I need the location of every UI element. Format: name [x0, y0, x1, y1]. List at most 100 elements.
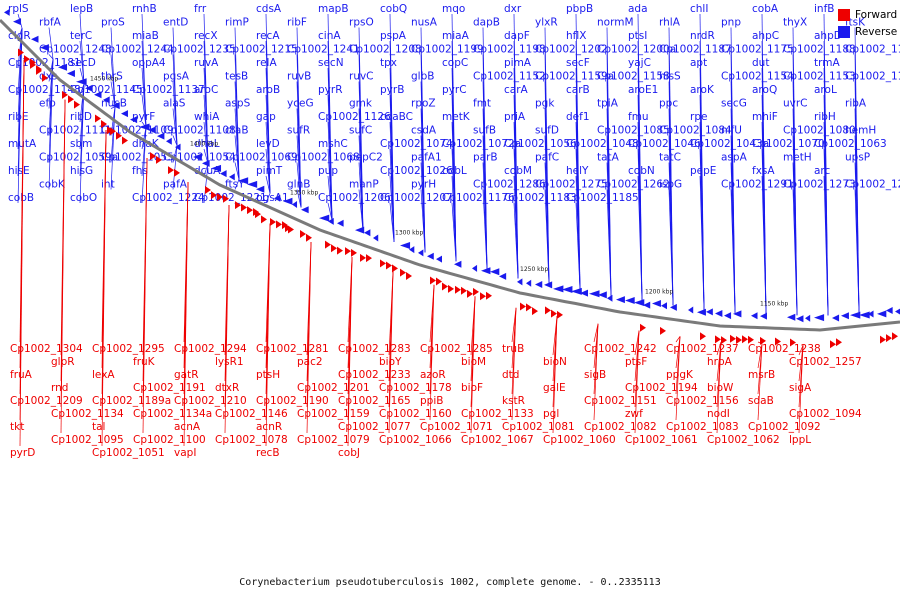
- gene-label: hisG: [70, 165, 93, 177]
- gene-label: vapI: [174, 447, 196, 459]
- gene-label: Cp1002_1146: [215, 408, 288, 420]
- label-leader-line: [513, 202, 519, 279]
- forward-feature-arrow: [223, 194, 229, 203]
- forward-feature-arrow: [380, 259, 386, 268]
- forward-feature-arrow: [736, 336, 742, 345]
- gene-label: lexA: [92, 369, 115, 381]
- reverse-feature-arrow: [877, 310, 887, 318]
- forward-feature-arrow: [116, 131, 122, 140]
- gene-label: Cp1002_1176: [442, 192, 515, 204]
- label-leader-line: [470, 296, 476, 434]
- gene-label: gmk: [349, 98, 373, 110]
- reverse-feature-arrow: [301, 206, 309, 214]
- scale-tick-label: 1400 kbp: [190, 140, 218, 147]
- reverse-feature-arrow: [895, 308, 900, 315]
- gene-label: tesB: [225, 71, 248, 83]
- reverse-feature-arrow: [859, 311, 870, 319]
- label-leader-line: [668, 189, 674, 306]
- label-leader-line: [327, 202, 333, 221]
- gene-label: Cp1002_1111: [39, 125, 112, 137]
- gene-label: Cp1002_1209: [10, 395, 83, 407]
- label-leader-line: [716, 341, 722, 356]
- forward-feature-arrow: [211, 191, 217, 200]
- label-leader-line: [19, 59, 25, 447]
- label-leader-line: [234, 179, 240, 190]
- gene-label: Cp1002_1108: [163, 125, 236, 137]
- forward-feature-arrow: [36, 66, 42, 75]
- gene-label: pepE: [690, 165, 716, 177]
- reverse-feature-arrow: [31, 35, 39, 43]
- gene-label: pup: [318, 165, 338, 177]
- reverse-feature-arrow: [652, 300, 661, 308]
- gene-label: entD: [163, 17, 188, 29]
- gene-label: Cp1002_1285: [420, 343, 493, 355]
- forward-feature-arrow: [430, 276, 436, 285]
- gene-label: efp: [39, 98, 56, 110]
- label-leader-line: [101, 130, 107, 447]
- gene-label: rhlA: [659, 17, 681, 29]
- forward-feature-arrow: [276, 220, 282, 229]
- forward-feature-arrow: [700, 332, 706, 341]
- label-leader-line: [730, 189, 736, 313]
- reverse-feature-arrow: [427, 252, 434, 260]
- label-leader-line: [296, 162, 302, 208]
- forward-feature-arrow: [366, 254, 372, 263]
- gene-label: rplS: [8, 3, 29, 15]
- reverse-feature-arrow: [283, 197, 293, 205]
- gene-label: nrdR: [690, 30, 715, 42]
- gene-label: int: [101, 179, 115, 191]
- gene-label: Cp1002_1152: [473, 71, 546, 83]
- reverse-feature-arrow: [157, 132, 165, 140]
- forward-feature-arrow: [122, 136, 128, 145]
- gene-label: cobL: [442, 165, 467, 177]
- label-leader-line: [757, 343, 763, 421]
- label-leader-line: [234, 162, 240, 180]
- reverse-feature-arrow: [634, 299, 645, 307]
- forward-feature-arrow: [150, 152, 156, 161]
- forward-feature-arrow: [24, 55, 30, 64]
- gene-label: mqo: [442, 3, 465, 15]
- gene-label: cobO: [70, 192, 97, 204]
- gene-label: Cp1002_1046: [628, 138, 701, 150]
- label-leader-line: [265, 193, 271, 204]
- gene-label: Cp1002_1154: [721, 71, 794, 83]
- gene-label: pyrC: [442, 84, 467, 96]
- gene-label: ruvC: [349, 71, 374, 83]
- gene-label: Cp1002_1237: [666, 343, 739, 355]
- reverse-feature-arrow: [94, 91, 102, 99]
- label-leader-line: [699, 175, 705, 310]
- label-leader-line: [593, 323, 599, 343]
- legend-forward: Forward: [838, 6, 897, 23]
- reverse-feature-arrow: [625, 296, 635, 304]
- gene-label: thrS: [101, 71, 123, 83]
- gene-label: Cp1002_1059a: [39, 152, 118, 164]
- reverse-feature-arrow: [373, 234, 379, 242]
- gene-label: Cp1002_1215: [225, 44, 298, 56]
- gene-label: chlI: [690, 3, 708, 15]
- gene-label: Cp1002_1178: [379, 382, 452, 394]
- forward-feature-arrow: [18, 48, 24, 57]
- gene-label: Cp1002_1134: [51, 408, 124, 420]
- legend-reverse: Reverse: [838, 23, 897, 40]
- label-leader-line: [17, 27, 23, 204]
- forward-feature-arrow: [406, 271, 412, 280]
- label-leader-line: [544, 189, 550, 285]
- forward-feature-arrow: [156, 155, 162, 164]
- label-leader-line: [172, 145, 178, 190]
- gene-label: dxr: [504, 3, 522, 15]
- gene-label: Cp1002_1206: [318, 192, 391, 204]
- gene-label: pyrD: [10, 447, 35, 459]
- reverse-feature-arrow: [616, 296, 625, 304]
- gene-label: Cp1002_1134a: [133, 408, 212, 420]
- label-leader-line: [593, 323, 599, 421]
- gene-label: Cp1002_1071: [420, 421, 493, 433]
- gene-label: ribF: [287, 17, 307, 29]
- gene-label: ptsI: [628, 30, 647, 42]
- label-leader-line: [389, 175, 395, 242]
- gene-label: gatR: [174, 369, 199, 381]
- label-leader-line: [296, 189, 302, 208]
- forward-feature-arrow: [241, 203, 247, 212]
- reverse-feature-arrow: [229, 173, 235, 181]
- label-leader-line: [429, 284, 435, 421]
- gene-label: rimP: [225, 17, 249, 29]
